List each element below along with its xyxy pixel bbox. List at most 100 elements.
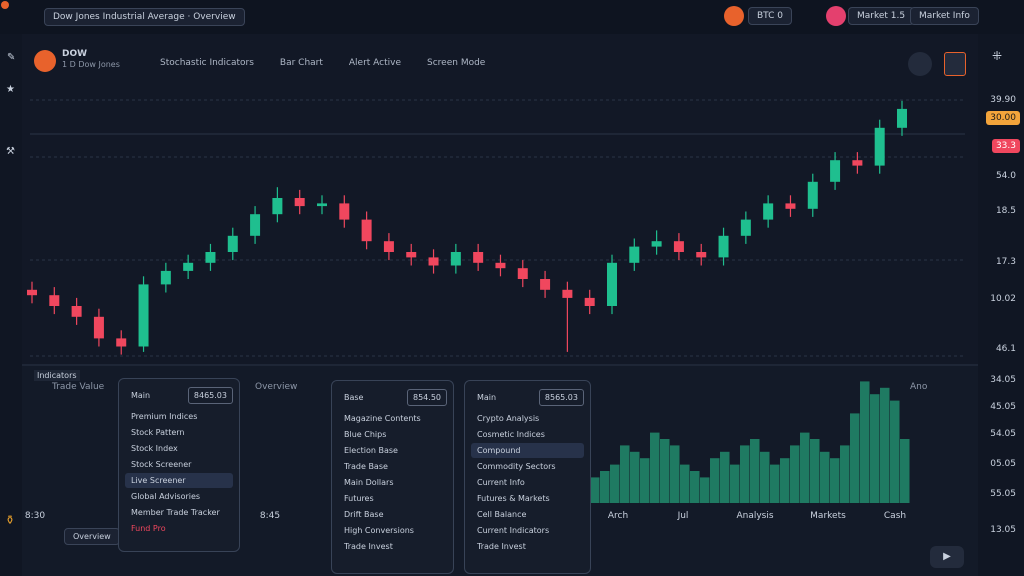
menu-item[interactable]: Futures <box>344 494 374 503</box>
title-box: Dow Jones Industrial Average · Overview <box>44 8 245 26</box>
ticker-pill[interactable]: BTC 0 <box>748 7 793 25</box>
market-pill[interactable]: Market 1.5 <box>848 7 915 25</box>
price-label: 46.1 <box>995 344 1016 354</box>
menu-item[interactable]: Trade Invest <box>477 542 526 551</box>
menu-item[interactable]: Crypto Analysis <box>477 414 540 423</box>
menu-value: 854.50 <box>407 389 447 406</box>
candle-body <box>718 235 729 258</box>
toolbar-item[interactable]: Alert Active <box>348 58 402 68</box>
menu-item[interactable]: Futures & Markets <box>477 494 550 503</box>
menu-item[interactable]: Fund Pro <box>131 524 166 533</box>
symbol-icon <box>34 50 56 72</box>
menu-item[interactable]: Stock Index <box>131 444 178 453</box>
menu-item[interactable]: Premium Indices <box>131 412 198 421</box>
price-label: 05.05 <box>990 459 1016 469</box>
volume-bar <box>640 458 650 503</box>
menu-item[interactable]: Stock Pattern <box>131 428 185 437</box>
volume-bar <box>830 458 840 503</box>
candle-body <box>562 289 573 298</box>
volume-bar <box>850 413 860 503</box>
candle-body <box>272 198 283 215</box>
title: Dow Jones Industrial Average · Overview <box>53 12 236 22</box>
menu-item[interactable]: Current Indicators <box>477 526 550 535</box>
candle-body <box>250 214 261 236</box>
volume-bar <box>710 458 720 503</box>
menu-item[interactable]: Trade Invest <box>344 542 393 551</box>
button[interactable] <box>908 52 932 76</box>
menu-item[interactable]: Member Trade Tracker <box>131 508 220 517</box>
volume-bar <box>810 439 820 503</box>
candle-body <box>317 203 327 207</box>
menu-item[interactable]: Commodity Sectors <box>477 462 556 471</box>
x-label: Jul <box>677 511 689 521</box>
price-label: 13.05 <box>990 525 1016 535</box>
menu-label: Main <box>131 391 151 400</box>
candle-body <box>361 219 372 242</box>
candle-body <box>450 252 461 266</box>
toolbar-item[interactable]: Screen Mode <box>427 58 486 68</box>
volume-bar <box>660 439 670 503</box>
menu-head: Base 854.50 <box>332 381 453 410</box>
info-button[interactable]: Market Info <box>910 7 979 25</box>
x-label: 8:30 <box>25 511 45 521</box>
menu-item[interactable]: Trade Base <box>344 462 388 471</box>
price-label: 10.02 <box>990 294 1016 304</box>
x-label: Analysis <box>736 511 773 521</box>
footer-button[interactable]: Overview <box>64 528 120 545</box>
menu-item[interactable]: Cell Balance <box>477 510 527 519</box>
x-label: Cash <box>884 511 906 521</box>
volume-bar <box>840 445 850 503</box>
candle-body <box>138 284 149 347</box>
price-label: 33.3 <box>991 139 1020 153</box>
price-label: 55.05 <box>990 489 1016 499</box>
menu-card: Main 8565.03 Crypto Analysis Cosmetic Indic… <box>464 380 591 574</box>
volume-bar <box>750 439 760 503</box>
price-label: 17.3 <box>995 257 1016 267</box>
toolbar-item[interactable]: Stochastic Indicators <box>160 58 254 68</box>
candle-body <box>27 289 37 296</box>
icon: ⚒ <box>6 146 15 157</box>
candle-body <box>807 181 818 209</box>
info: Market Info <box>919 11 970 21</box>
menu-item[interactable]: Drift Base <box>344 510 384 519</box>
candle-body <box>629 246 640 263</box>
volume-bar <box>720 451 730 503</box>
menu-item[interactable]: Magazine Contents <box>344 414 421 423</box>
candle-body <box>607 262 617 306</box>
candle-body <box>428 257 439 266</box>
logo <box>1 1 9 9</box>
candle-body <box>495 262 506 269</box>
menu-item[interactable]: Cosmetic Indices <box>477 430 545 439</box>
menu-item[interactable]: Stock Screener <box>131 460 192 469</box>
play-button[interactable]: ▶ <box>930 546 964 568</box>
menu-item[interactable]: Election Base <box>344 446 398 455</box>
toolbar-item[interactable]: Bar Chart <box>279 58 323 68</box>
volume-bar <box>680 464 690 503</box>
volume-bar <box>740 445 750 503</box>
menu-item[interactable]: Global Advisories <box>131 492 201 501</box>
menu-item[interactable]: Compound <box>471 443 584 458</box>
candle-body <box>93 316 104 339</box>
menu-item[interactable]: Current Info <box>477 478 525 487</box>
x-label: 8:45 <box>260 511 280 521</box>
button[interactable] <box>944 52 966 76</box>
price-label: 54.05 <box>990 429 1016 439</box>
menu-item[interactable]: Live Screener <box>125 473 233 488</box>
sidebar <box>0 34 22 576</box>
price-label: 34.05 <box>990 375 1016 385</box>
volume-bar <box>650 432 660 503</box>
candle-body <box>540 279 551 290</box>
price-label: 54.0 <box>995 171 1016 181</box>
price-label: 30.00 <box>986 111 1020 125</box>
menu-item[interactable]: Main Dollars <box>344 478 394 487</box>
candle-body <box>160 270 171 285</box>
menu-item[interactable]: High Conversions <box>344 526 414 535</box>
candle-body <box>49 295 60 306</box>
candle-body <box>696 252 707 258</box>
volume-bar <box>820 451 830 503</box>
menu-card: Base 854.50 Magazine Contents Blue Chips Ele… <box>331 380 454 574</box>
candle-body <box>116 338 127 347</box>
menu-item[interactable]: Blue Chips <box>344 430 387 439</box>
